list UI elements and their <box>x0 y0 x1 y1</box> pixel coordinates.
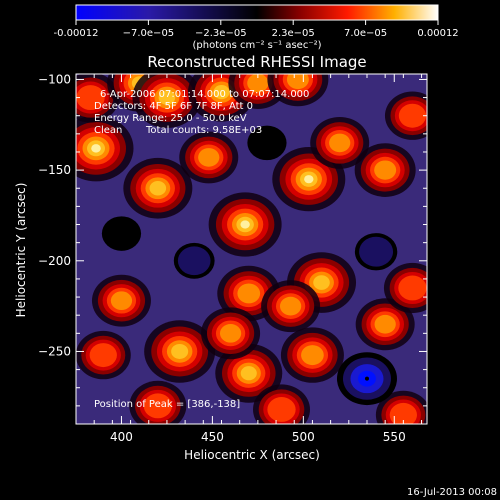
heatmap-source <box>247 74 269 93</box>
heatmap-image <box>76 74 427 424</box>
x-tick-label: 500 <box>292 430 315 444</box>
heatmap-source <box>110 291 133 311</box>
heatmap-source <box>198 148 220 167</box>
heatmap-source <box>359 236 394 267</box>
x-tick-label: 450 <box>201 430 224 444</box>
heatmap-source <box>301 345 324 366</box>
colorbar <box>75 4 439 21</box>
annotation-clean: Clean <box>94 125 122 136</box>
axis-ticks: 400 450 500 550 −100 −150 −200 −250 <box>38 72 427 444</box>
heatmap-source <box>398 275 427 301</box>
colorbar-tick-label: 7.0e−05 <box>344 28 387 39</box>
heatmap-source <box>374 314 396 334</box>
heatmap-source <box>304 175 314 184</box>
heatmap-source <box>313 275 330 290</box>
footer-date: 16-Jul-2013 00:08 <box>407 487 497 498</box>
heatmap-source <box>101 216 142 251</box>
colorbar-ticks: -0.00012 −7.0e−05 −2.3e−05 2.3e−05 7.0e−05 0.… <box>54 20 459 39</box>
heatmap-source <box>89 343 117 368</box>
heatmap-source <box>374 160 397 180</box>
heatmap-source <box>149 180 167 196</box>
heatmap-source <box>237 283 261 304</box>
heatmap-source <box>286 74 309 90</box>
chart-title: Reconstructed RHESSI Image <box>147 53 366 71</box>
heatmap-source <box>171 343 189 359</box>
heatmap-source <box>247 125 287 161</box>
colorbar-tick-label: −2.3e−05 <box>195 28 247 39</box>
x-axis-label: Heliocentric X (arcsec) <box>184 448 320 462</box>
colorbar-tick-label: 0.00012 <box>417 28 458 39</box>
y-tick-label: −250 <box>38 344 71 358</box>
colorbar-tick-label: −7.0e−05 <box>123 28 175 39</box>
heatmap-source <box>267 397 296 422</box>
annotation-counts: Total counts: 9.58E+03 <box>145 125 262 136</box>
colorbar-tick-label: 2.3e−05 <box>272 28 315 39</box>
annotation-energy: Energy Range: 25.0 - 50.0 keV <box>94 113 247 124</box>
heatmap-source <box>398 103 427 128</box>
y-axis-label: Heliocentric Y (arcsec) <box>14 183 28 318</box>
annotation-peak: Position of Peak = [386,-138] <box>94 399 240 410</box>
colorbar-tick-label: -0.00012 <box>54 28 99 39</box>
heatmap-source <box>219 323 242 343</box>
x-tick-label: 400 <box>110 430 133 444</box>
heatmap-source <box>240 366 257 381</box>
heatmap-source <box>389 402 417 424</box>
colorbar-label: (photons cm⁻² s⁻¹ asec⁻²) <box>192 40 321 51</box>
heatmap-source <box>240 220 250 229</box>
heatmap-source <box>177 246 211 276</box>
heatmap-source <box>91 144 101 153</box>
heatmap-source <box>143 393 172 419</box>
y-tick-label: −200 <box>38 254 71 268</box>
peak-marker <box>364 376 369 381</box>
x-tick-label: 550 <box>383 430 406 444</box>
y-tick-label: −150 <box>38 163 71 177</box>
y-tick-label: −100 <box>38 72 71 86</box>
heatmap-source <box>158 90 176 105</box>
plot-frame <box>75 73 428 425</box>
heatmap-source <box>279 296 302 316</box>
heatmap-source <box>76 85 105 111</box>
heatmap-source <box>329 133 351 153</box>
annotation-detectors: Detectors: 4F 5F 6F 7F 8F, Att 0 <box>94 101 253 112</box>
annotation-time: 6-Apr-2006 07:01:14.000 to 07:07:14.000 <box>100 89 309 100</box>
heatmap-source <box>213 85 230 100</box>
